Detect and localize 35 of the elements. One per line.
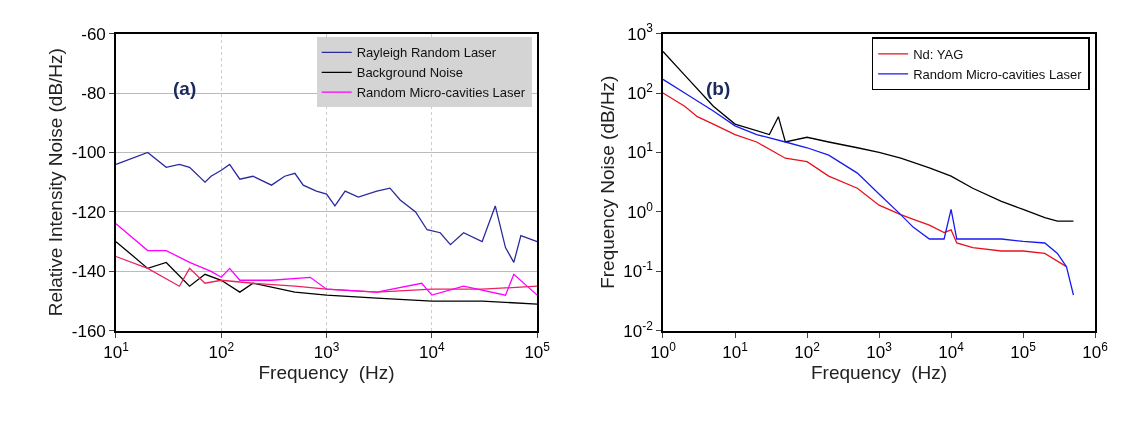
x-tick-label: 10$^{4}$ — [938, 339, 965, 362]
y-tick-label: -120 — [71, 202, 106, 222]
y-tick-label: 10$^{2}$ — [627, 80, 654, 103]
y-tick-label: -160 — [71, 321, 106, 341]
y-tick-label: 10$^{-2}$ — [623, 318, 654, 341]
y-tick-label: -80 — [81, 83, 106, 103]
y-tick-label: 10$^{-1}$ — [623, 259, 654, 282]
annotation: (b) — [706, 78, 731, 99]
x-tick-label: 10$^{5}$ — [1010, 339, 1037, 362]
y-tick-label: -60 — [81, 24, 106, 44]
x-tick-label: 10$^{1}$ — [722, 339, 749, 362]
x-tick-label: 10$^{2}$ — [208, 339, 235, 362]
annotation: (a) — [173, 78, 197, 99]
x-axis-title: Frequency (Hz) — [258, 361, 395, 383]
x-tick-label: 10$^{4}$ — [419, 339, 446, 362]
legend-label: Nd: YAG — [913, 46, 964, 62]
y-tick-label: -140 — [71, 262, 106, 282]
x-tick-label: 10$^{2}$ — [794, 339, 821, 362]
y-tick-label: 10$^{3}$ — [627, 21, 654, 44]
legend-label: Background Noise — [356, 65, 463, 81]
y-tick-label: -100 — [71, 143, 106, 163]
x-tick-label: 10$^{0}$ — [650, 339, 677, 362]
x-tick-label: 10$^{3}$ — [313, 339, 340, 362]
x-tick-label: 10$^{5}$ — [524, 339, 551, 362]
x-tick-label: 10$^{6}$ — [1082, 339, 1109, 362]
y-axis-title: Relative Intensity Noise (dB/Hz) — [45, 48, 67, 317]
legend-label: Random Micro-cavities Laser — [913, 66, 1083, 82]
y-tick-label: 10$^{0}$ — [627, 199, 654, 222]
x-axis-title: Frequency (Hz) — [810, 361, 948, 383]
legend-label: Rayleigh Random Laser — [356, 45, 497, 61]
legend-label: Random Micro-cavities Laser — [356, 85, 526, 101]
x-tick-label: 10$^{1}$ — [103, 339, 130, 362]
y-tick-label: 10$^{1}$ — [627, 140, 654, 163]
x-tick-label: 10$^{3}$ — [866, 339, 893, 362]
y-axis-title: Frequency Noise (dB/Hz) — [596, 75, 618, 289]
